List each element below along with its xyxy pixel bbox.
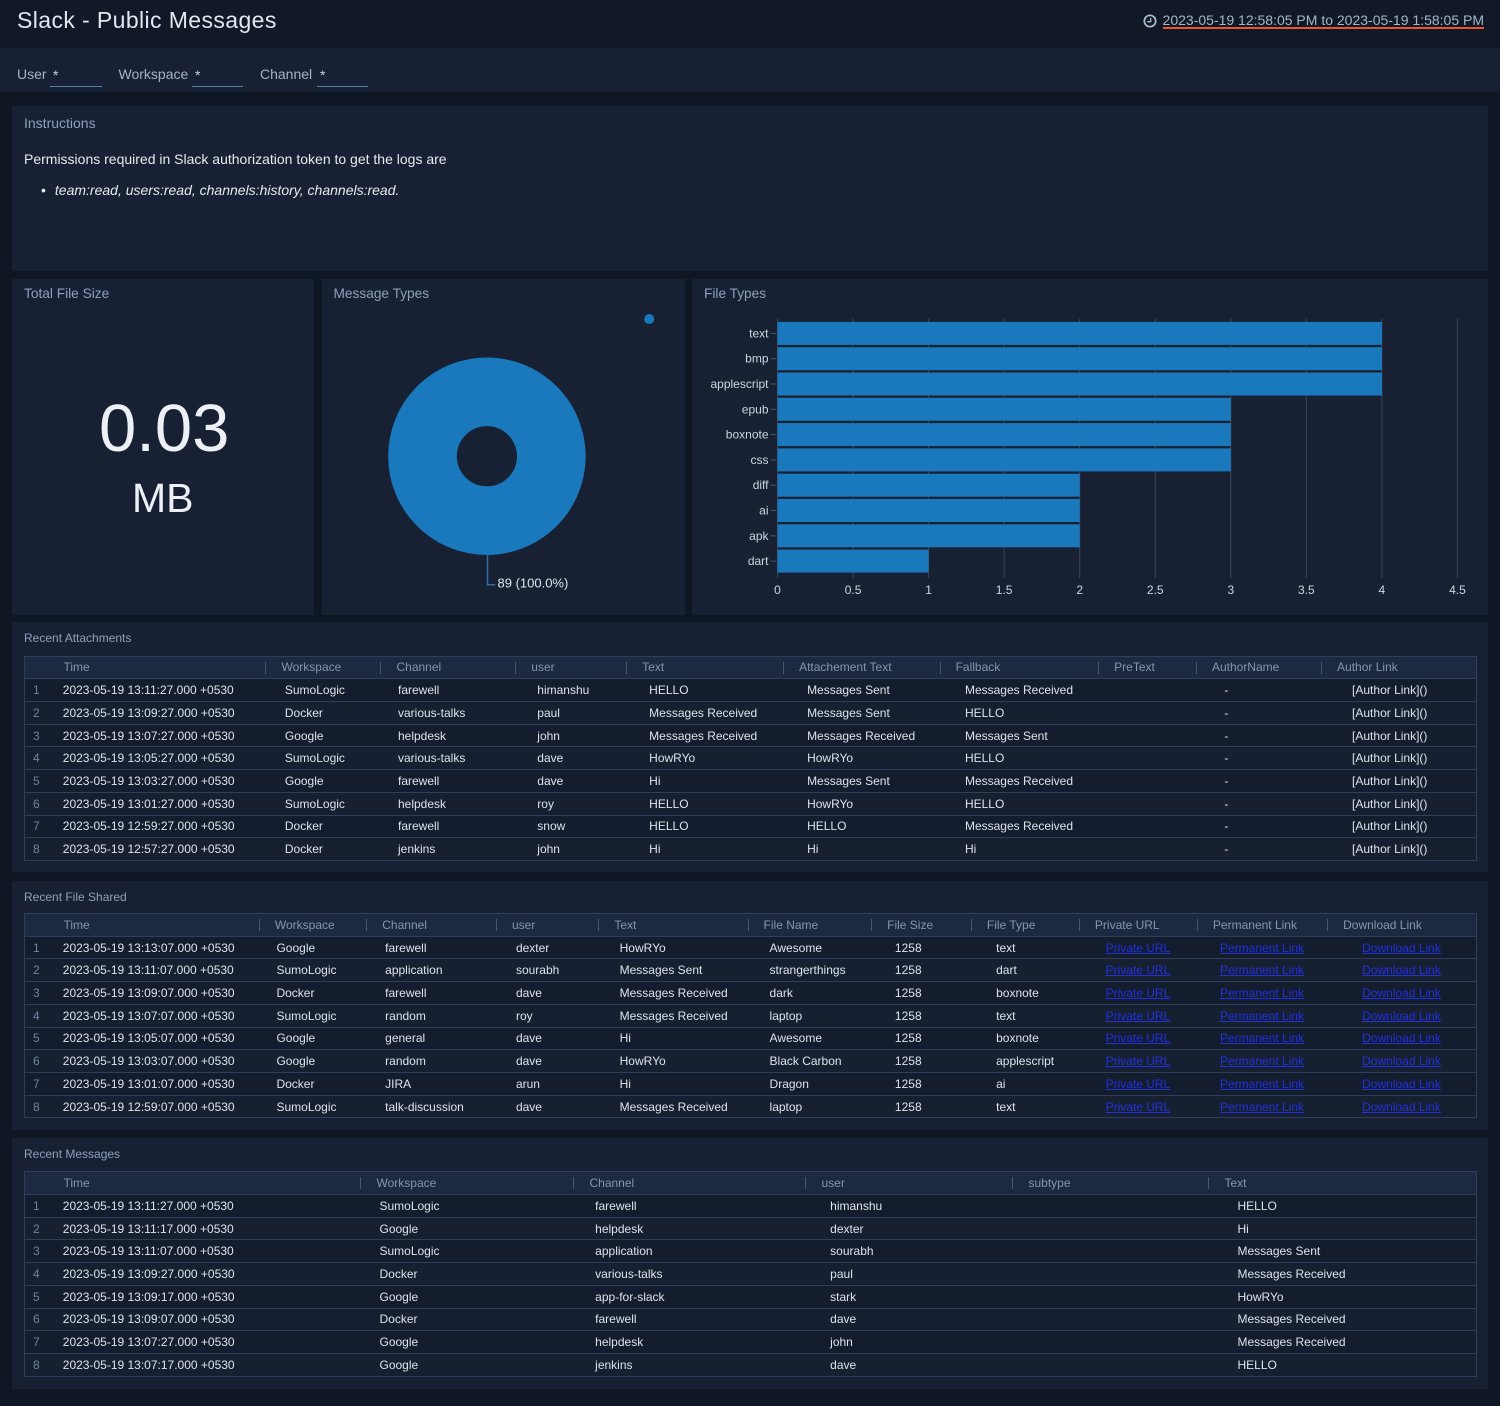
svg-text:4.5: 4.5	[1449, 583, 1466, 597]
svg-text:diff: diff	[753, 478, 769, 492]
svg-text:89 (100.0%): 89 (100.0%)	[497, 576, 568, 591]
svg-text:3.5: 3.5	[1298, 583, 1315, 597]
svg-text:applescript: applescript	[710, 377, 769, 391]
svg-text:bmp: bmp	[745, 352, 769, 366]
svg-text:css: css	[751, 453, 769, 467]
svg-text:apk: apk	[749, 529, 769, 543]
svg-text:1.5: 1.5	[996, 583, 1013, 597]
svg-text:epub: epub	[742, 402, 769, 416]
svg-text:0.5: 0.5	[845, 583, 862, 597]
svg-text:dart: dart	[748, 554, 769, 568]
svg-text:0: 0	[774, 583, 781, 597]
svg-text:1: 1	[925, 583, 932, 597]
svg-text:ai: ai	[759, 504, 768, 518]
svg-text:4: 4	[1379, 583, 1386, 597]
svg-text:2: 2	[1076, 583, 1083, 597]
svg-text:2.5: 2.5	[1147, 583, 1164, 597]
svg-text:boxnote: boxnote	[726, 428, 769, 442]
svg-text:3: 3	[1227, 583, 1234, 597]
svg-text:text: text	[749, 326, 769, 340]
